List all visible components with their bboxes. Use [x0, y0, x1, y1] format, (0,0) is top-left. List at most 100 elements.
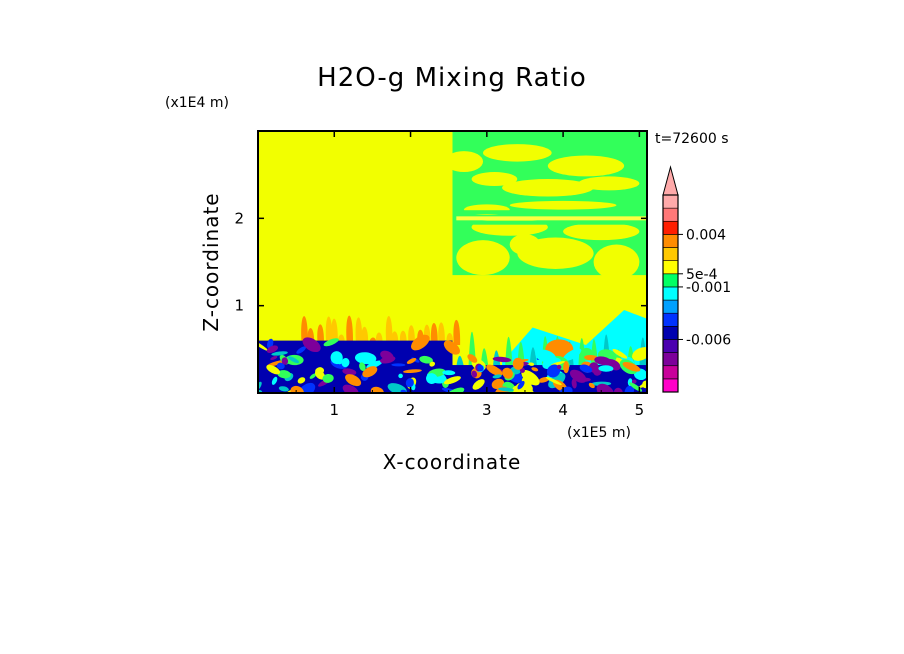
turbulent-eddy — [276, 362, 285, 370]
colorbar-swatch — [662, 247, 679, 261]
colorbar-extend-arrow — [662, 165, 679, 196]
chart-title: H2O-g Mixing Ratio — [317, 63, 587, 93]
plume-finger — [529, 347, 538, 367]
turbulent-eddy — [528, 362, 535, 366]
turbulent-eddy — [278, 386, 289, 392]
turbulent-eddy — [345, 374, 362, 387]
turbulent-eddy — [477, 364, 484, 372]
axis-ticks: 1 2 3 4 5 1 2 — [234, 131, 647, 419]
turbulent-eddy — [517, 380, 525, 390]
turbulent-eddy — [624, 384, 635, 393]
turbulent-eddy — [391, 363, 406, 367]
turbulent-eddy — [596, 383, 615, 393]
turbulent-eddy — [266, 364, 281, 375]
turbulent-eddy — [271, 351, 288, 356]
moisture-blob — [502, 179, 594, 197]
turbulent-eddy — [411, 334, 430, 351]
moisture-blob — [483, 144, 552, 162]
turbulent-eddy — [467, 354, 478, 363]
turbulent-eddy — [309, 373, 317, 379]
turbulent-eddy — [406, 358, 417, 364]
turbulent-eddy — [622, 362, 641, 372]
moisture-blob — [563, 222, 640, 241]
turbulent-eddy — [337, 358, 343, 365]
turbulent-eddy — [588, 382, 595, 389]
turbulent-eddy — [639, 381, 647, 388]
plume-cell — [325, 316, 333, 345]
moisture-blob — [547, 155, 625, 177]
turbulent-eddy — [403, 369, 422, 374]
moisture-blob — [471, 172, 518, 187]
turbulent-eddy — [429, 361, 436, 367]
moisture-blob — [593, 244, 640, 280]
colorbar-swatch — [662, 194, 679, 209]
colorbar-swatch — [662, 220, 679, 235]
colorbar-swatch — [662, 207, 679, 222]
turbulent-eddy — [563, 348, 582, 361]
y-tick-label: 2 — [234, 209, 244, 227]
colorbar-swatch — [662, 365, 679, 380]
turbulent-eddy — [631, 379, 637, 384]
turbulent-eddy — [342, 384, 359, 393]
colorbar-swatch — [662, 299, 679, 314]
turbulent-eddy — [531, 367, 539, 372]
colorbar-swatch — [662, 339, 679, 353]
colorbar-label: -0.001 — [686, 280, 731, 296]
turbulent-eddy — [598, 365, 614, 372]
plume-cell — [355, 317, 363, 345]
turbulent-eddy — [298, 382, 316, 393]
turbulent-eddy — [498, 387, 514, 392]
turbulent-eddy — [577, 377, 591, 382]
turbulent-eddy — [270, 355, 278, 361]
turbulent-eddy — [370, 386, 384, 393]
turbulent-eddy — [380, 356, 396, 364]
colorbar-frame — [662, 194, 679, 393]
turbulent-eddy — [302, 337, 321, 353]
turbulent-eddy — [472, 379, 485, 390]
turbulent-eddy — [563, 360, 570, 374]
turbulent-eddy — [322, 373, 334, 383]
layer-streak — [456, 220, 647, 225]
plume-cell — [408, 325, 415, 345]
turbulent-eddy — [579, 364, 593, 373]
colorbar-swatch — [662, 273, 679, 288]
x-tick-label: 2 — [406, 401, 416, 419]
colorbar-swatch — [662, 326, 679, 340]
plume-cell — [438, 322, 445, 345]
turbulent-eddy — [442, 370, 456, 376]
turbulent-eddy — [359, 362, 366, 371]
colorbar-swatch — [662, 352, 679, 367]
colorbar-swatch — [662, 260, 679, 275]
plume-cell — [453, 319, 461, 345]
turbulent-eddy — [492, 374, 502, 379]
turbulent-eddy — [486, 364, 503, 376]
turbulent-eddy — [315, 367, 325, 375]
turbulent-eddy — [426, 373, 438, 385]
turbulent-eddy — [342, 368, 357, 376]
turbulent-eddy — [258, 339, 268, 351]
turbulent-eddy — [556, 364, 562, 370]
turbulent-eddy — [362, 366, 378, 378]
turbulent-eddy — [398, 373, 403, 379]
turbulent-eddy — [492, 356, 512, 363]
layer-streak — [456, 216, 647, 221]
turbulent-eddy — [443, 376, 461, 385]
moisture-blob — [509, 200, 617, 210]
turbulent-eddy — [502, 367, 513, 379]
turbulent-eddy — [296, 346, 307, 354]
turbulent-eddy — [290, 385, 304, 393]
moisture-blob — [456, 240, 510, 276]
moisture-blob — [509, 234, 541, 256]
turbulent-eddy — [471, 370, 478, 378]
y-scale-label: (x1E4 m) — [165, 95, 229, 111]
time-label: t=72600 s — [655, 131, 729, 147]
colorbar-swatch — [662, 286, 679, 301]
plume-cell — [346, 315, 353, 345]
colorbar-label: -0.006 — [686, 332, 731, 348]
mixing-ratio-field — [258, 131, 647, 393]
turbulent-eddy — [266, 345, 279, 354]
turbulent-eddy — [443, 340, 460, 355]
turbulent-eddy — [545, 376, 562, 386]
turbulent-eddy — [288, 356, 300, 364]
plume-cell — [385, 316, 393, 345]
